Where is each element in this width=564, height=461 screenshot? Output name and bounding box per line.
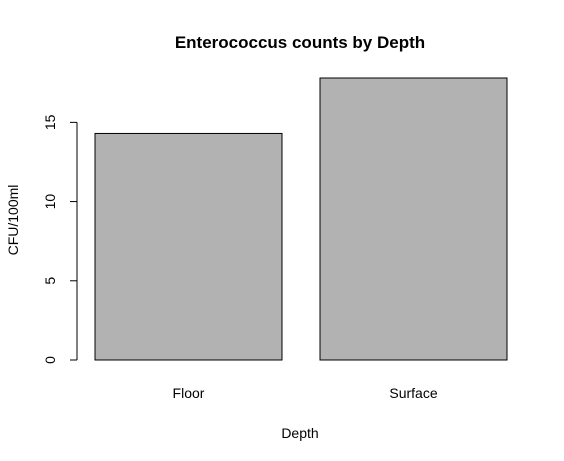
- y-tick-label: 0: [42, 356, 58, 364]
- x-category-label: Surface: [389, 385, 437, 401]
- x-category-label: Floor: [173, 385, 205, 401]
- x-axis-label: Depth: [281, 425, 318, 441]
- y-tick-label: 5: [42, 277, 58, 285]
- bar-surface: [319, 77, 508, 361]
- y-tick-label: 15: [42, 114, 58, 130]
- x-category-labels: Floor Surface: [173, 385, 438, 401]
- y-axis: 0 5 10 15: [42, 114, 78, 364]
- y-axis-label: CFU/100ml: [5, 185, 21, 256]
- bar-floor: [94, 132, 283, 361]
- chart-title: Enterococcus counts by Depth: [175, 33, 425, 52]
- bars: [94, 77, 508, 361]
- y-tick-label: 10: [42, 194, 58, 210]
